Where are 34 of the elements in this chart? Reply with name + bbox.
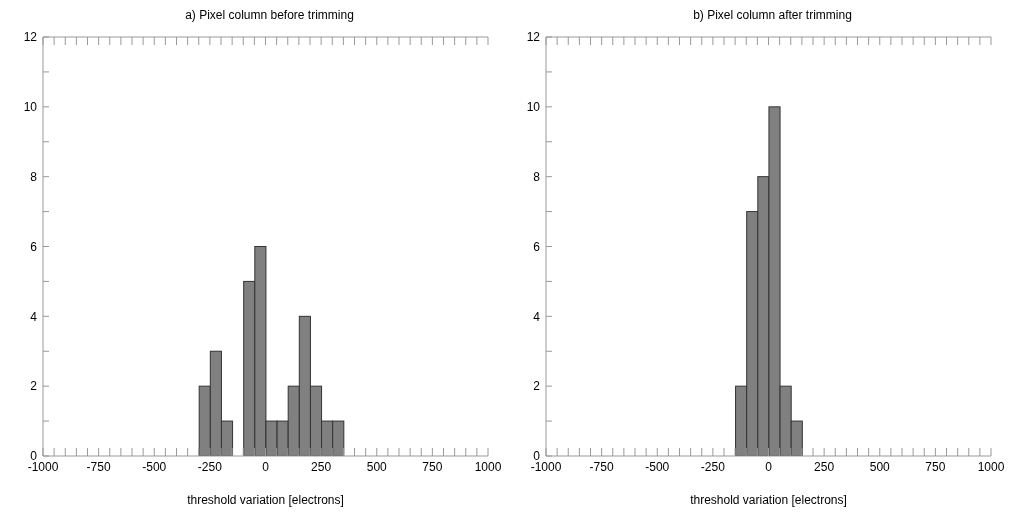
x-tick-label: 750 [422,459,443,474]
x-tick-label: 0 [765,459,773,474]
x-tick-label: 500 [869,459,891,474]
y-tick-label: 6 [30,239,38,254]
y-tick-label: 4 [30,309,38,324]
y-tick-label: 8 [30,169,38,184]
y-tick-label: 6 [533,239,541,254]
y-tick-label: 10 [23,100,38,115]
y-tick-label: 12 [23,30,38,45]
x-tick-label: 1000 [474,459,502,474]
x-tick-label: 750 [925,459,946,474]
y-tick-label: 4 [533,309,541,324]
chart-title: a) Pixel column before trimming [184,8,355,24]
x-tick-label: 500 [366,459,388,474]
x-tick-label: -250 [700,459,726,474]
y-tick-label: 10 [526,100,541,115]
x-axis-title: threshold variation [electrons] [187,493,344,507]
x-tick-label: -750 [86,459,111,474]
x-tick-label: -500 [142,459,167,474]
x-tick-label: -250 [197,459,223,474]
x-tick-label: 250 [814,459,835,474]
x-tick-label: -500 [645,459,670,474]
y-tick-label: 8 [533,169,541,184]
y-tick-label: 2 [533,379,541,394]
x-tick-label: 0 [262,459,270,474]
x-axis-title: threshold variation [electrons] [690,493,847,507]
x-tick-label: -1000 [530,459,562,474]
x-tick-label: -1000 [27,459,59,474]
y-tick-label: 12 [526,30,541,45]
chart-title: b) Pixel column after trimming [692,8,853,24]
x-tick-label: -750 [589,459,614,474]
y-tick-label: 2 [30,379,38,394]
x-tick-label: 250 [311,459,332,474]
x-tick-label: 1000 [977,459,1005,474]
